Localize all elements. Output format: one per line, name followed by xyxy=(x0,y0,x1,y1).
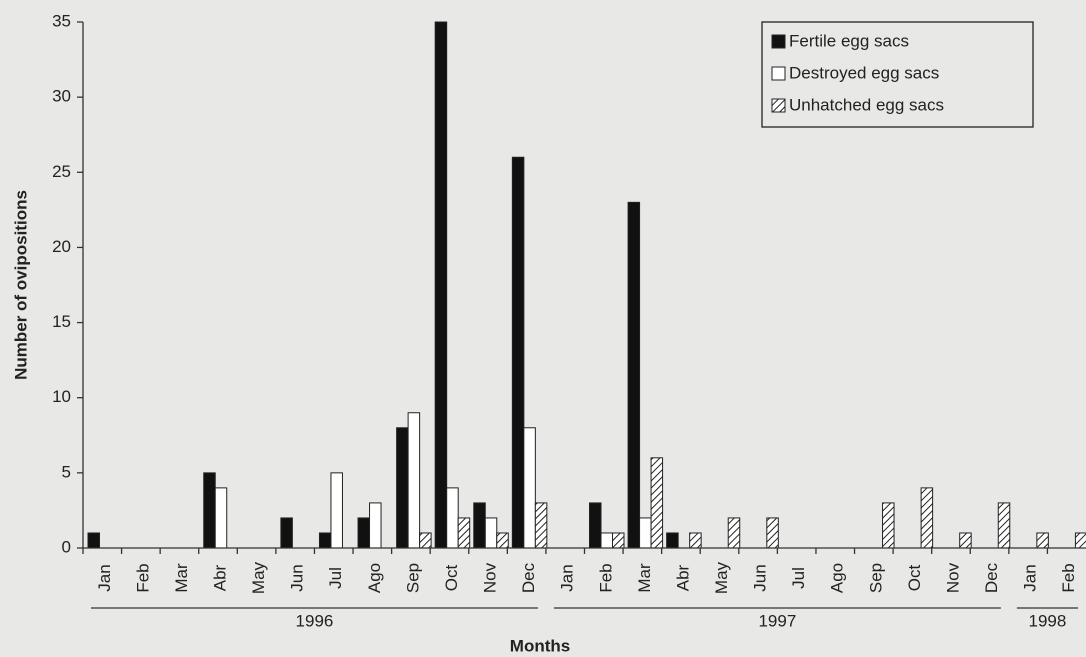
bar xyxy=(203,472,216,549)
x-tick-label: Sep xyxy=(403,563,422,593)
x-tick-label: Jan xyxy=(558,564,577,591)
x-tick-label: May xyxy=(712,561,731,594)
y-tick-label: 35 xyxy=(52,11,71,30)
bar xyxy=(369,502,382,549)
x-tick-label: Jan xyxy=(95,564,114,591)
y-axis-label: Number of ovipositions xyxy=(11,190,30,380)
y-tick-label: 10 xyxy=(52,387,71,406)
x-tick-label: Jul xyxy=(789,567,808,589)
bar xyxy=(318,532,332,549)
bar xyxy=(689,532,702,549)
bar xyxy=(357,517,371,549)
bar xyxy=(1074,532,1086,549)
legend-label: Destroyed egg sacs xyxy=(789,63,939,82)
x-tick-label: Jun xyxy=(288,564,307,591)
x-tick-label: Mar xyxy=(635,563,654,593)
x-tick-label: Jul xyxy=(326,567,345,589)
bar xyxy=(600,532,613,549)
x-tick-label: Dec xyxy=(982,562,1001,593)
group-label: 1997 xyxy=(758,611,796,630)
bar xyxy=(523,427,536,549)
bar xyxy=(473,502,486,549)
bar xyxy=(280,517,293,549)
bar xyxy=(484,517,498,549)
x-tick-label: May xyxy=(249,561,268,594)
y-tick-label: 25 xyxy=(52,162,71,181)
y-tick-label: 20 xyxy=(52,237,71,256)
x-tick-label: Mar xyxy=(172,563,191,593)
bar xyxy=(612,532,625,549)
x-axis-label: Months xyxy=(510,636,570,655)
bar xyxy=(446,487,459,549)
bar xyxy=(882,502,895,549)
bar xyxy=(496,532,509,549)
bar xyxy=(87,532,100,549)
bar xyxy=(666,532,679,549)
bar xyxy=(457,517,471,549)
bar xyxy=(214,487,228,549)
x-tick-label: Ago xyxy=(828,563,847,593)
bar xyxy=(511,156,525,549)
x-tick-label: Nov xyxy=(481,562,500,593)
x-tick-label: Dec xyxy=(519,562,538,593)
bar xyxy=(766,517,779,549)
bar xyxy=(434,21,448,549)
x-tick-label: Feb xyxy=(133,563,152,592)
group-label: 1998 xyxy=(1029,611,1067,630)
x-tick-label: Abr xyxy=(211,564,230,591)
bar xyxy=(419,532,432,549)
bar xyxy=(727,517,741,549)
legend-label: Fertile egg sacs xyxy=(789,31,909,50)
group-label: 1996 xyxy=(296,611,334,630)
bar xyxy=(1036,532,1049,549)
bar xyxy=(997,502,1011,549)
x-tick-label: Sep xyxy=(866,563,885,593)
legend-swatch xyxy=(771,66,786,81)
y-tick-label: 15 xyxy=(52,312,71,331)
bar xyxy=(920,487,934,549)
legend-box xyxy=(761,21,1034,128)
x-tick-label: Jun xyxy=(751,564,770,591)
x-tick-label: Oct xyxy=(905,565,924,592)
x-tick-label: Jan xyxy=(1021,564,1040,591)
x-tick-label: Abr xyxy=(673,564,692,591)
bar xyxy=(589,502,602,549)
y-tick-label: 0 xyxy=(62,537,71,556)
bar xyxy=(407,412,421,549)
legend-swatch xyxy=(771,98,786,113)
bar xyxy=(627,201,641,549)
bar xyxy=(396,427,409,549)
x-tick-label: Ago xyxy=(365,563,384,593)
x-tick-label: Oct xyxy=(442,565,461,592)
legend-label: Unhatched egg sacs xyxy=(789,95,944,114)
x-tick-label: Feb xyxy=(1059,563,1078,592)
bar xyxy=(650,457,664,549)
bar xyxy=(639,517,652,549)
x-tick-label: Nov xyxy=(943,562,962,593)
legend-swatch xyxy=(771,34,786,49)
y-tick-label: 5 xyxy=(62,462,71,481)
bar xyxy=(534,502,548,549)
bar xyxy=(959,532,972,549)
bar xyxy=(330,472,343,549)
y-tick-label: 30 xyxy=(52,87,71,106)
x-tick-label: Feb xyxy=(596,563,615,592)
